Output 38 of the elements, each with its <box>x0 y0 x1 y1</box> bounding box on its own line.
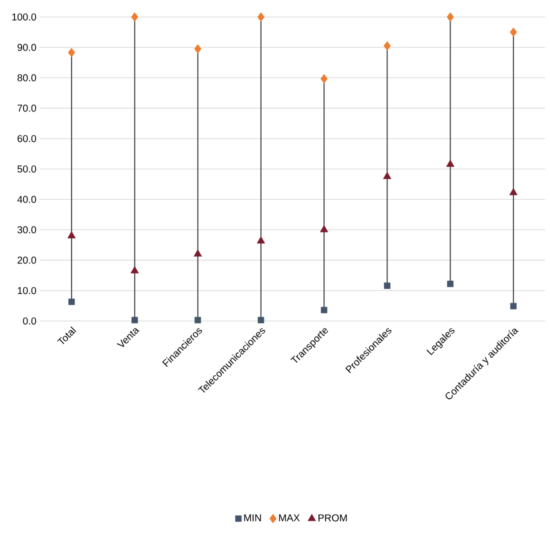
legend-label: PROM <box>318 514 347 522</box>
point <box>131 12 138 22</box>
point <box>68 48 76 58</box>
point <box>258 316 264 324</box>
point <box>510 28 517 37</box>
point <box>510 302 517 310</box>
point <box>320 74 328 84</box>
point <box>257 12 265 22</box>
y-tick-label: 0.0 <box>23 317 36 325</box>
y-tick-label: 80.0 <box>18 74 36 82</box>
point <box>67 231 76 238</box>
point <box>384 282 390 289</box>
point <box>68 298 75 306</box>
y-tick-label: 50.0 <box>18 165 36 173</box>
point <box>320 225 328 232</box>
point <box>256 236 266 244</box>
point <box>194 249 202 257</box>
point <box>384 41 391 51</box>
y-tick-label: 60.0 <box>18 135 36 142</box>
point <box>132 316 138 324</box>
point <box>130 266 139 274</box>
point <box>320 306 328 314</box>
legend-label: MIN <box>244 514 261 522</box>
legend-label: MAX <box>279 514 300 522</box>
point <box>194 316 202 324</box>
point <box>446 12 454 22</box>
y-tick-label: 40.0 <box>17 196 36 203</box>
y-tick-label: 90.0 <box>18 44 36 51</box>
y-tick-label: 100.0 <box>12 13 36 21</box>
point <box>383 172 392 180</box>
y-tick-label: 30.0 <box>17 226 36 234</box>
point <box>447 280 454 288</box>
y-tick-label: 70.0 <box>18 104 36 112</box>
point <box>194 44 202 54</box>
point <box>446 160 454 167</box>
y-tick-label: 10.0 <box>18 287 36 294</box>
point <box>509 188 518 196</box>
y-tick-label: 20.0 <box>18 256 36 264</box>
